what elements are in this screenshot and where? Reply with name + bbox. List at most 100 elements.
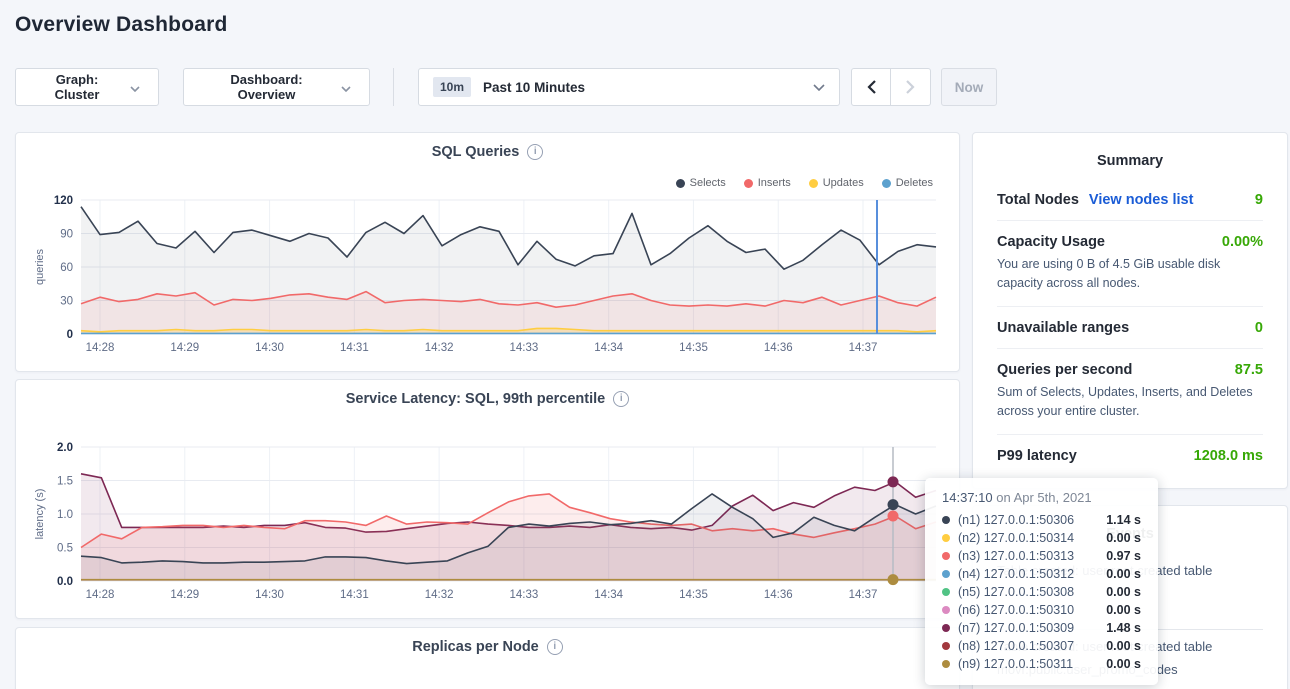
node-address: (n9) 127.0.0.1:50311 <box>958 657 1073 671</box>
node-latency-value: 1.48 s <box>1106 621 1141 635</box>
time-next-button[interactable] <box>891 68 931 106</box>
svg-text:14:29: 14:29 <box>170 342 199 354</box>
chevron-down-icon <box>813 84 825 91</box>
summary-description: Sum of Selects, Updates, Inserts, and De… <box>997 383 1263 422</box>
node-address: (n7) 127.0.0.1:50309 <box>958 621 1074 635</box>
svg-text:90: 90 <box>60 229 73 241</box>
svg-text:14:36: 14:36 <box>764 589 793 601</box>
controls-divider <box>393 68 394 106</box>
svg-text:14:31: 14:31 <box>340 342 369 354</box>
sql-queries-chart[interactable]: 14:2814:2914:3014:3114:3214:3314:3414:35… <box>16 133 960 369</box>
service-latency-panel: Service Latency: SQL, 99th percentile i … <box>15 379 960 619</box>
tooltip-node-row: (n8) 127.0.0.1:50307 0.00 s <box>942 637 1141 655</box>
node-color-dot <box>942 516 950 524</box>
summary-label: Unavailable ranges <box>997 320 1129 336</box>
node-latency-value: 0.00 s <box>1106 657 1141 671</box>
summary-row-p99-latency: P99 latency 1208.0 ms <box>997 435 1263 476</box>
summary-label: Queries per second <box>997 362 1132 378</box>
node-color-dot <box>942 588 950 596</box>
node-color-dot <box>942 624 950 632</box>
chevron-down-icon <box>341 80 351 95</box>
node-address: (n5) 127.0.0.1:50308 <box>958 585 1074 599</box>
node-latency-value: 0.00 s <box>1106 585 1141 599</box>
svg-text:14:28: 14:28 <box>86 589 115 601</box>
graph-dropdown[interactable]: Graph: Cluster <box>15 68 159 106</box>
node-address: (n3) 127.0.0.1:50313 <box>958 549 1074 563</box>
node-color-dot <box>942 534 950 542</box>
summary-value: 87.5 <box>1235 362 1263 378</box>
svg-text:0: 0 <box>67 329 73 341</box>
node-address: (n1) 127.0.0.1:50306 <box>958 513 1074 527</box>
summary-label: Total Nodes <box>997 192 1079 208</box>
service-latency-chart[interactable]: 14:2814:2914:3014:3114:3214:3314:3414:35… <box>16 380 960 616</box>
node-latency-value: 0.97 s <box>1106 549 1141 563</box>
summary-value: 9 <box>1255 192 1263 208</box>
node-color-dot <box>942 552 950 560</box>
dashboard-dropdown-label: Dashboard: Overview <box>202 72 331 102</box>
svg-text:120: 120 <box>54 195 73 207</box>
node-address: (n2) 127.0.0.1:50314 <box>958 531 1074 545</box>
sql-queries-panel: SQL Queries i SelectsInsertsUpdatesDelet… <box>15 132 960 372</box>
page-title: Overview Dashboard <box>15 13 228 37</box>
svg-text:14:34: 14:34 <box>594 342 623 354</box>
svg-text:14:29: 14:29 <box>170 589 199 601</box>
summary-value: 1208.0 ms <box>1194 448 1263 464</box>
svg-text:1.0: 1.0 <box>57 509 73 521</box>
node-address: (n6) 127.0.0.1:50310 <box>958 603 1074 617</box>
summary-value: 0.00% <box>1222 234 1263 250</box>
node-latency-value: 0.00 s <box>1106 531 1141 545</box>
node-latency-value: 1.14 s <box>1106 513 1141 527</box>
summary-value: 0 <box>1255 320 1263 336</box>
tooltip-node-row: (n6) 127.0.0.1:50310 0.00 s <box>942 601 1141 619</box>
svg-text:14:35: 14:35 <box>679 342 708 354</box>
node-latency-value: 0.00 s <box>1106 603 1141 617</box>
replicas-per-node-title: Replicas per Node <box>412 639 539 655</box>
time-prev-button[interactable] <box>851 68 891 106</box>
node-address: (n8) 127.0.0.1:50307 <box>958 639 1074 653</box>
svg-text:14:32: 14:32 <box>425 342 454 354</box>
svg-text:2.0: 2.0 <box>57 442 73 454</box>
svg-text:14:37: 14:37 <box>849 342 878 354</box>
now-button[interactable]: Now <box>941 68 997 106</box>
summary-panel: Summary Total NodesView nodes list9Capac… <box>972 132 1288 489</box>
chart-hover-tooltip: 14:37:10 on Apr 5th, 2021 (n1) 127.0.0.1… <box>925 478 1158 685</box>
node-latency-value: 0.00 s <box>1106 639 1141 653</box>
svg-text:14:35: 14:35 <box>679 589 708 601</box>
svg-text:14:36: 14:36 <box>764 342 793 354</box>
summary-description: You are using 0 B of 4.5 GiB usable disk… <box>997 255 1263 294</box>
dashboard-dropdown[interactable]: Dashboard: Overview <box>183 68 370 106</box>
summary-row-capacity-usage: Capacity Usage 0.00% You are using 0 B of … <box>997 221 1263 307</box>
view-nodes-list-link[interactable]: View nodes list <box>1089 192 1194 208</box>
summary-row-total-nodes: Total Nodes View nodes list 9 <box>997 179 1263 221</box>
controls-bar: Graph: Cluster Dashboard: Overview 10m P… <box>15 68 997 106</box>
svg-text:14:33: 14:33 <box>510 342 539 354</box>
time-step-buttons <box>851 68 931 106</box>
time-range-badge: 10m <box>433 77 471 97</box>
node-address: (n4) 127.0.0.1:50312 <box>958 567 1074 581</box>
svg-text:14:30: 14:30 <box>255 342 284 354</box>
tooltip-node-row: (n4) 127.0.0.1:503120.00 s <box>942 565 1141 583</box>
chevron-down-icon <box>130 80 140 95</box>
svg-text:14:37: 14:37 <box>849 589 878 601</box>
summary-label: P99 latency <box>997 448 1077 464</box>
info-icon[interactable]: i <box>547 639 563 655</box>
tooltip-node-row: (n7) 127.0.0.1:50309 1.48 s <box>942 619 1141 637</box>
tooltip-node-row: (n3) 127.0.0.1:50313 0.97 s <box>942 547 1141 565</box>
time-range-picker[interactable]: 10m Past 10 Minutes <box>418 68 840 106</box>
summary-row-unavailable-ranges: Unavailable ranges 0 <box>997 307 1263 349</box>
node-color-dot <box>942 570 950 578</box>
time-range-label: Past 10 Minutes <box>483 80 585 95</box>
replicas-per-node-panel: Replicas per Node i <box>15 627 960 689</box>
summary-row-queries-per-second: Queries per second 87.5 Sum of Selects, Up… <box>997 349 1263 435</box>
svg-text:14:32: 14:32 <box>425 589 454 601</box>
svg-text:14:31: 14:31 <box>340 589 369 601</box>
tooltip-node-row: (n1) 127.0.0.1:50306 1.14 s <box>942 511 1141 529</box>
svg-text:1.5: 1.5 <box>57 476 73 488</box>
tooltip-timestamp: 14:37:10 on Apr 5th, 2021 <box>942 490 1141 505</box>
svg-text:0.5: 0.5 <box>57 543 73 555</box>
tooltip-node-row: (n9) 127.0.0.1:50311 0.00 s <box>942 655 1141 673</box>
svg-text:14:30: 14:30 <box>255 589 284 601</box>
node-color-dot <box>942 606 950 614</box>
tooltip-node-row: (n2) 127.0.0.1:50314 0.00 s <box>942 529 1141 547</box>
summary-label: Capacity Usage <box>997 234 1105 250</box>
